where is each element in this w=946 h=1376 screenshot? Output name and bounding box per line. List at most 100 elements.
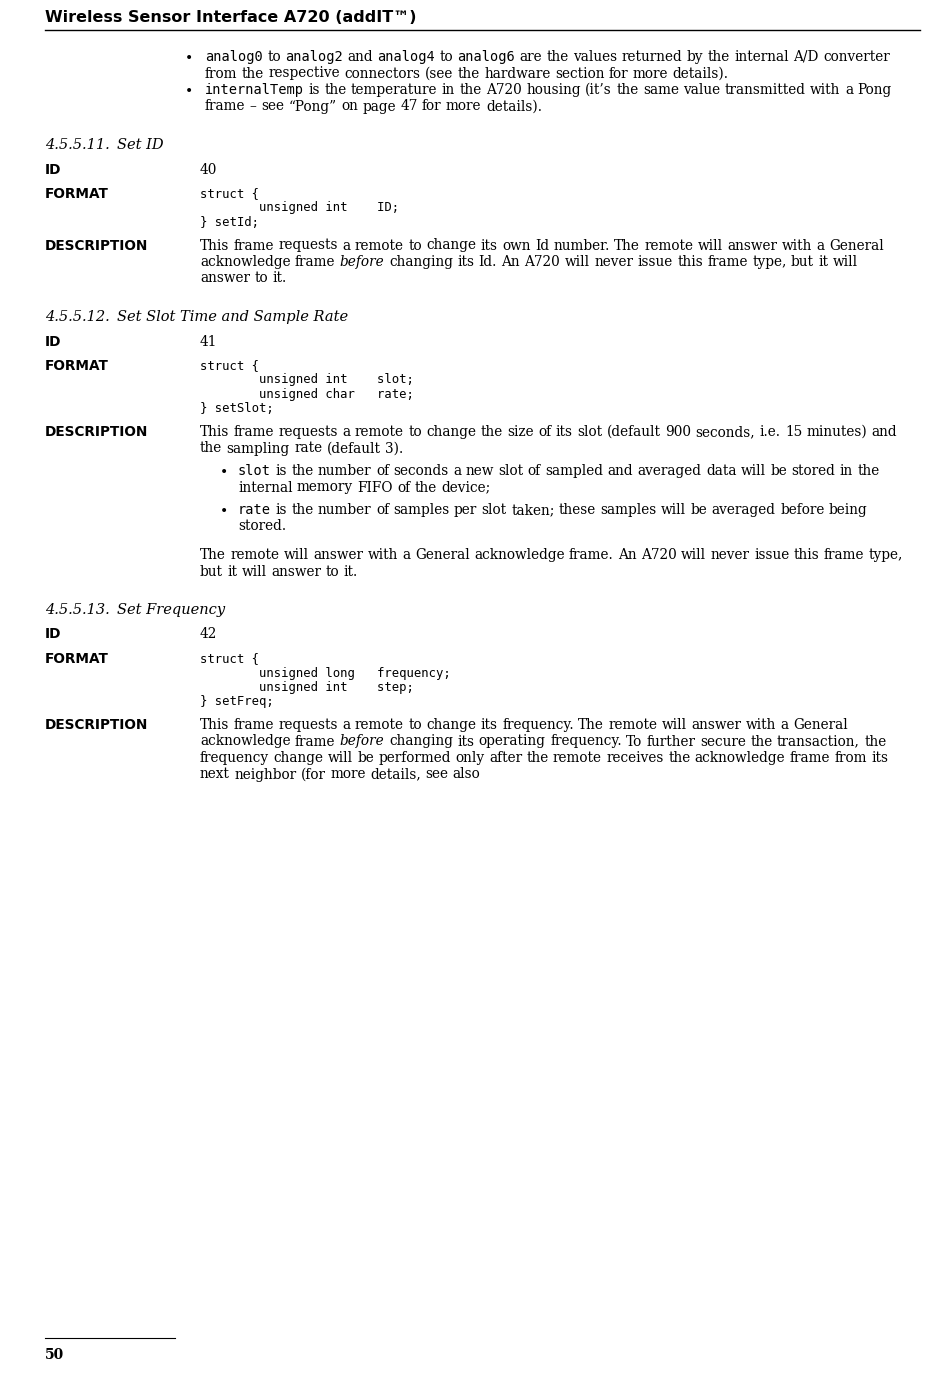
Text: frame: frame [295,735,336,749]
Text: returned: returned [622,50,682,65]
Text: samples: samples [601,504,657,517]
Text: internalTemp: internalTemp [205,83,304,96]
Text: FORMAT: FORMAT [45,359,109,373]
Text: General: General [793,718,848,732]
Text: more: more [446,99,482,113]
Text: 4.5.5.13.: 4.5.5.13. [45,603,110,616]
Text: remote: remote [608,718,657,732]
Text: 47: 47 [400,99,417,113]
Text: housing: housing [526,83,581,96]
Text: to: to [439,50,453,65]
Text: frequency.: frequency. [551,735,622,749]
Text: unsigned int    slot;: unsigned int slot; [200,373,414,387]
Text: slot: slot [482,504,507,517]
Text: struct {: struct { [200,359,259,372]
Text: DESCRIPTION: DESCRIPTION [45,238,149,253]
Text: answer: answer [272,564,322,578]
Text: frame: frame [234,425,274,439]
Text: the: the [708,50,730,65]
Text: type,: type, [752,255,786,268]
Text: 900: 900 [665,425,692,439]
Text: analog4: analog4 [377,50,435,65]
Text: changing: changing [389,735,453,749]
Text: the: the [291,504,313,517]
Text: is: is [275,464,287,477]
Text: averaged: averaged [638,464,702,477]
Text: } setFreq;: } setFreq; [200,695,273,709]
Text: it: it [227,564,237,578]
Text: ID: ID [45,334,61,348]
Text: requests: requests [279,425,338,439]
Text: a: a [342,238,351,253]
Text: DESCRIPTION: DESCRIPTION [45,718,149,732]
Text: sampled: sampled [545,464,604,477]
Text: a: a [342,425,351,439]
Text: Set Frequency: Set Frequency [117,603,225,616]
Text: to: to [409,425,422,439]
Text: also: also [452,768,481,782]
Text: unsigned int    step;: unsigned int step; [200,681,414,694]
Text: the: the [481,425,503,439]
Text: and: and [607,464,633,477]
Text: (default: (default [326,442,380,455]
Text: FORMAT: FORMAT [45,652,109,666]
Text: Wireless Sensor Interface A720 (addIT™): Wireless Sensor Interface A720 (addIT™) [45,10,416,25]
Text: a: a [780,718,789,732]
Text: details,: details, [370,768,421,782]
Text: 15: 15 [785,425,802,439]
Text: new: new [465,464,494,477]
Text: frame: frame [234,238,274,253]
Text: is: is [275,504,287,517]
Text: before: before [340,735,385,749]
Text: frame: frame [234,718,274,732]
Text: –: – [250,99,256,113]
Text: the: the [415,480,437,494]
Text: This: This [200,718,229,732]
Text: requests: requests [279,718,338,732]
Text: the: the [668,751,691,765]
Text: (it’s: (it’s [586,83,612,96]
Text: see: see [425,768,448,782]
Text: will: will [661,504,686,517]
Text: frame: frame [205,99,246,113]
Text: receives: receives [606,751,664,765]
Text: type,: type, [868,548,903,561]
Text: An: An [501,255,520,268]
Text: The: The [200,548,226,561]
Text: this: this [677,255,703,268]
Text: hardware: hardware [484,66,551,81]
Text: A/D: A/D [794,50,818,65]
Text: size: size [507,425,534,439]
Text: answer: answer [200,271,250,285]
Text: taken;: taken; [511,504,554,517]
Text: per: per [454,504,477,517]
Text: answer: answer [727,238,778,253]
Text: being: being [829,504,867,517]
Text: on: on [341,99,358,113]
Text: for: for [422,99,442,113]
Text: be: be [691,504,708,517]
Text: To: To [626,735,642,749]
Text: more: more [633,66,669,81]
Text: secure: secure [700,735,746,749]
Text: averaged: averaged [711,504,776,517]
Text: seconds,: seconds, [695,425,755,439]
Text: number.: number. [553,238,610,253]
Text: unsigned char   rate;: unsigned char rate; [200,388,414,400]
Text: memory: memory [297,480,353,494]
Text: data: data [706,464,737,477]
Text: struct {: struct { [200,187,259,200]
Text: changing: changing [389,255,453,268]
Text: these: these [559,504,596,517]
Text: by: by [687,50,703,65]
Text: to: to [409,718,422,732]
Text: change: change [427,718,477,732]
Text: after: after [489,751,522,765]
Text: be: be [358,751,374,765]
Text: device;: device; [442,480,491,494]
Text: performed: performed [378,751,451,765]
Text: will: will [565,255,589,268]
Text: never: never [594,255,633,268]
Text: to: to [409,238,422,253]
Text: frame: frame [824,548,865,561]
